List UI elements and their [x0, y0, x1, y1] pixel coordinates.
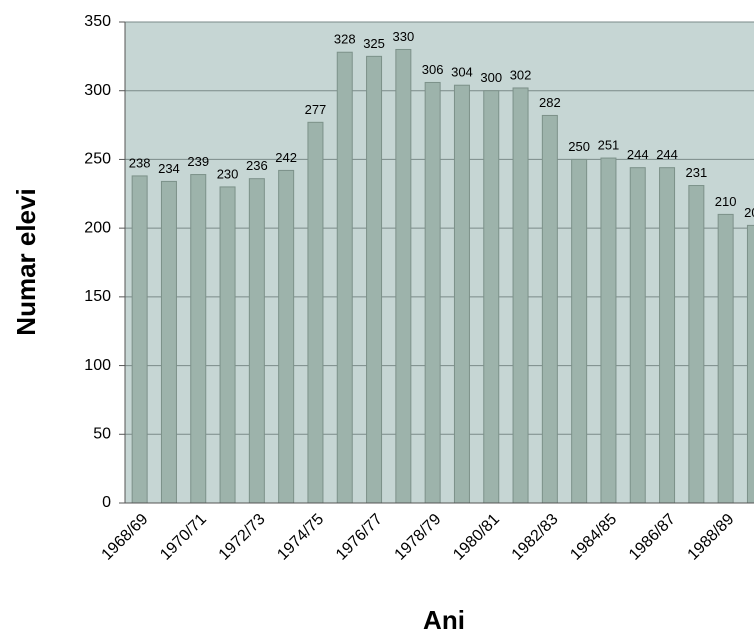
x-tick-label: 1972/73 — [216, 511, 269, 564]
y-tick-label: 50 — [93, 426, 111, 443]
bar — [160, 180, 177, 504]
value-label: 210 — [715, 194, 737, 209]
y-tick-label: 0 — [102, 494, 111, 511]
bar — [424, 81, 441, 504]
value-label: 251 — [598, 137, 620, 152]
x-tick-label: 1974/75 — [274, 511, 327, 564]
x-tick-label: 1976/77 — [333, 511, 386, 564]
y-tick-label: 300 — [84, 82, 111, 99]
value-label: 244 — [627, 147, 649, 162]
bar — [688, 185, 705, 504]
y-tick-label: 200 — [84, 219, 111, 236]
bar — [746, 224, 754, 504]
bar — [395, 48, 412, 504]
x-tick-label: 1978/79 — [392, 511, 445, 564]
bar — [366, 55, 383, 504]
y-tick-label: 150 — [84, 288, 111, 305]
bar — [541, 114, 558, 504]
value-label: 238 — [129, 155, 151, 170]
bar — [219, 186, 236, 504]
value-label: 242 — [275, 150, 297, 165]
x-axis-title: Ani — [423, 605, 465, 633]
value-label: 302 — [510, 67, 532, 82]
value-label: 325 — [363, 36, 385, 51]
bar — [336, 51, 353, 504]
value-label: 306 — [422, 62, 444, 77]
bar — [307, 121, 324, 504]
y-axis-title: Numar elevi — [11, 188, 41, 335]
value-label: 304 — [451, 65, 473, 80]
x-tick-label: 1982/83 — [509, 511, 562, 564]
x-tick-label: 1984/85 — [567, 511, 620, 564]
bar — [453, 84, 470, 504]
y-tick-label: 250 — [84, 151, 111, 168]
value-label: 330 — [392, 29, 414, 44]
value-label: 231 — [685, 165, 707, 180]
bar — [600, 157, 617, 504]
x-tick-label: 1986/87 — [626, 511, 679, 564]
bar — [190, 174, 207, 504]
x-tick-label: 1968/69 — [99, 511, 152, 564]
value-label: 244 — [656, 147, 678, 162]
bar — [512, 87, 529, 504]
x-tick-label: 1988/89 — [685, 511, 738, 564]
bar — [483, 90, 500, 504]
bar — [278, 169, 295, 504]
value-label: 236 — [246, 158, 268, 173]
bar — [629, 167, 646, 504]
y-tick-label: 100 — [84, 357, 111, 374]
bar — [659, 167, 676, 504]
value-label: 202 — [744, 205, 754, 220]
bar — [717, 213, 734, 504]
bar — [571, 158, 588, 504]
bar — [248, 178, 265, 504]
value-label: 239 — [187, 154, 209, 169]
value-label: 300 — [480, 70, 502, 85]
y-tick-label: 350 — [84, 13, 111, 30]
value-label: 230 — [217, 166, 239, 181]
value-label: 282 — [539, 95, 561, 110]
x-tick-label: 1980/81 — [450, 511, 503, 564]
bar — [131, 175, 148, 504]
value-label: 234 — [158, 161, 180, 176]
x-tick-label: 1970/71 — [157, 511, 210, 564]
value-label: 277 — [305, 102, 327, 117]
value-label: 250 — [568, 139, 590, 154]
value-label: 328 — [334, 32, 356, 47]
